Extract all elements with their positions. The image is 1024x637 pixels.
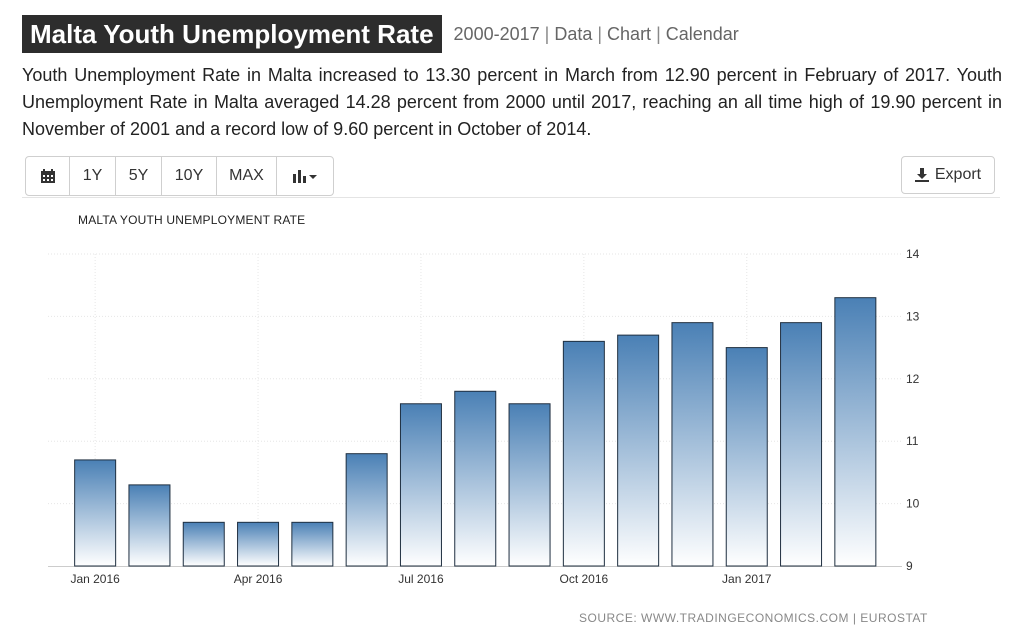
bar-may-2016[interactable] bbox=[291, 521, 334, 567]
link-separator: | bbox=[656, 23, 661, 44]
description: Youth Unemployment Rate in Malta increas… bbox=[22, 65, 1002, 139]
x-tick-label: Jul 2016 bbox=[398, 572, 444, 586]
chart-type-button[interactable] bbox=[277, 157, 333, 195]
download-icon bbox=[914, 168, 929, 182]
chart-toolbar: 1Y 5Y 10Y MAX Export bbox=[22, 153, 1000, 198]
range-5y-button[interactable]: 5Y bbox=[116, 157, 162, 195]
bar-apr-2016[interactable] bbox=[237, 521, 280, 567]
bar-jul-2016[interactable] bbox=[399, 403, 442, 567]
export-label: Export bbox=[934, 166, 982, 183]
bar-chart-icon bbox=[293, 170, 317, 183]
link-chart[interactable]: Chart bbox=[607, 23, 652, 44]
header: Malta Youth Unemployment Rate 2000-2017 … bbox=[22, 15, 739, 53]
link-years[interactable]: 2000-2017 bbox=[453, 23, 540, 44]
link-calendar[interactable]: Calendar bbox=[665, 23, 739, 44]
bar-sep-2016[interactable] bbox=[508, 403, 551, 567]
bar-feb-2017[interactable] bbox=[780, 322, 823, 567]
bar-jun-2016[interactable] bbox=[345, 453, 388, 567]
calendar-button[interactable] bbox=[26, 157, 70, 195]
x-tick-label: Jan 2017 bbox=[722, 572, 772, 586]
bar-jan-2016[interactable] bbox=[74, 459, 117, 567]
bar-jan-2017[interactable] bbox=[725, 347, 768, 567]
source-note: SOURCE: WWW.TRADINGECONOMICS.COM | EUROS… bbox=[579, 611, 928, 625]
range-button-group: 1Y 5Y 10Y MAX bbox=[25, 156, 334, 196]
chart-title: MALTA YOUTH UNEMPLOYMENT RATE bbox=[78, 213, 306, 227]
y-tick-label: 14 bbox=[906, 247, 920, 261]
bar-oct-2016[interactable] bbox=[562, 340, 605, 567]
page-title: Malta Youth Unemployment Rate bbox=[22, 15, 442, 53]
x-tick-label: Apr 2016 bbox=[234, 572, 283, 586]
bar-nov-2016[interactable] bbox=[617, 334, 660, 567]
link-separator: | bbox=[544, 23, 550, 44]
export-button[interactable]: Export bbox=[901, 156, 995, 194]
link-data[interactable]: Data bbox=[554, 23, 593, 44]
link-separator: | bbox=[597, 23, 603, 44]
y-tick-label: 10 bbox=[906, 497, 920, 511]
calendar-icon bbox=[40, 169, 55, 183]
y-tick-label: 11 bbox=[906, 434, 919, 448]
y-tick-label: 12 bbox=[906, 372, 920, 386]
title-links: 2000-2017 | Data | Chart | Calendar bbox=[454, 24, 739, 45]
bar-mar-2017[interactable] bbox=[834, 297, 877, 567]
bar-aug-2016[interactable] bbox=[454, 390, 497, 567]
bar-feb-2016[interactable] bbox=[128, 484, 171, 567]
range-1y-button[interactable]: 1Y bbox=[70, 157, 116, 195]
range-max-button[interactable]: MAX bbox=[217, 157, 277, 195]
x-tick-label: Oct 2016 bbox=[559, 572, 608, 586]
bar-mar-2016[interactable] bbox=[182, 521, 225, 567]
y-tick-label: 9 bbox=[906, 559, 913, 573]
range-10y-button[interactable]: 10Y bbox=[162, 157, 217, 195]
y-tick-label: 13 bbox=[906, 309, 920, 323]
bar-dec-2016[interactable] bbox=[671, 322, 714, 567]
x-tick-label: Jan 2016 bbox=[70, 572, 120, 586]
